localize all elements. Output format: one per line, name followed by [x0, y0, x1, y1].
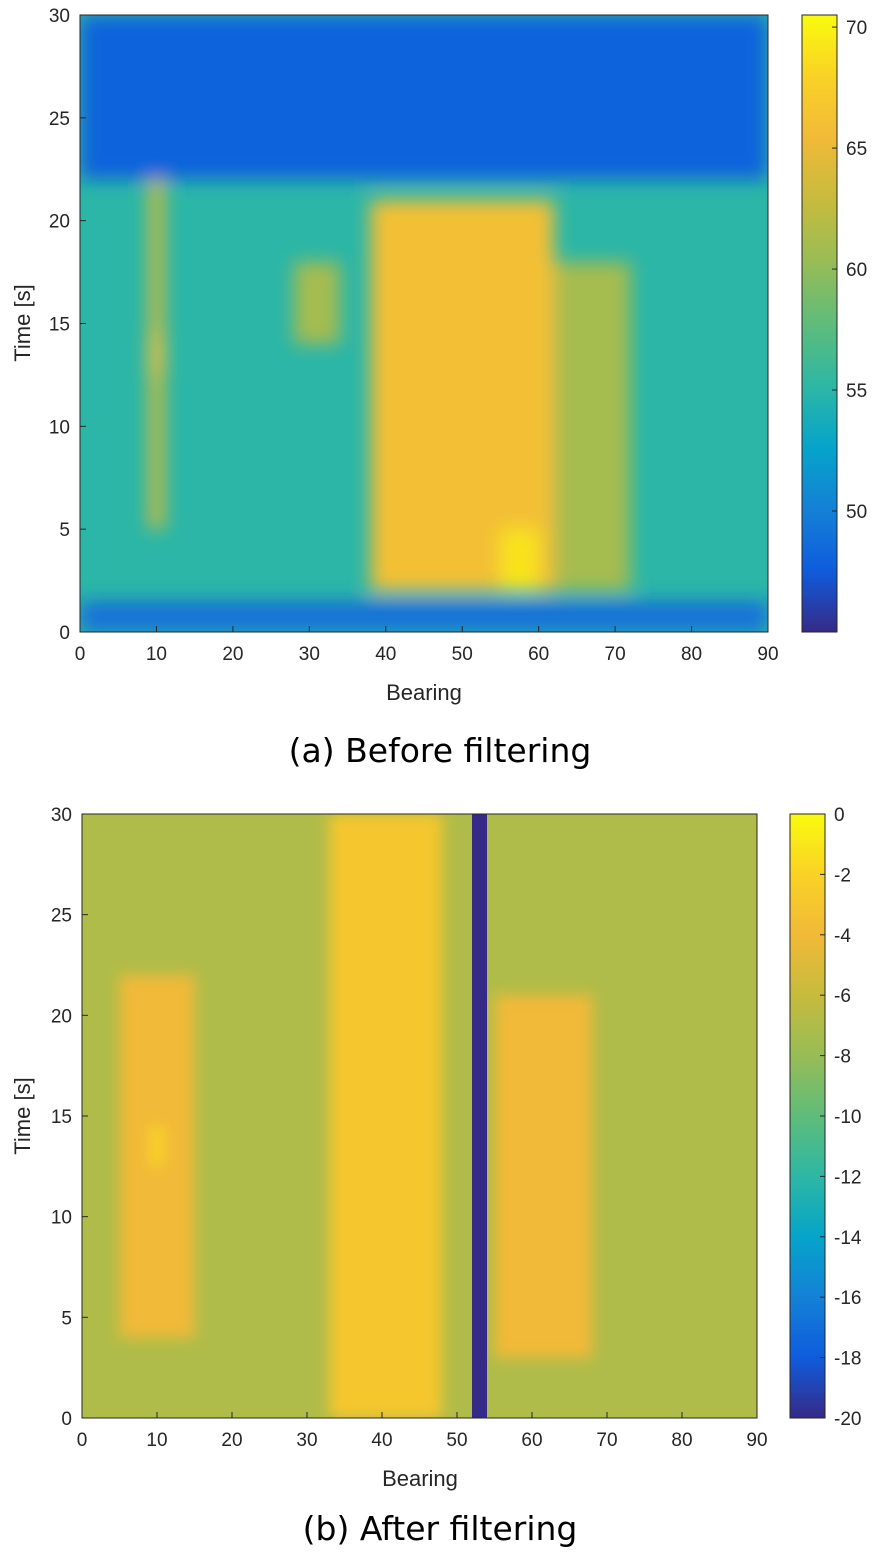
ytick-label: 20 [51, 1006, 72, 1027]
ytick-label: 25 [49, 109, 70, 130]
heatmap-features-a [80, 15, 768, 632]
colorbar-tick-label: -10 [834, 1107, 861, 1128]
xtick-label: 40 [371, 1430, 392, 1451]
yticks-b: 0 5 10 15 20 25 30 [51, 805, 88, 1430]
colorbar-tick-label: -18 [834, 1349, 861, 1370]
colorbar-gradient-b [789, 813, 826, 1419]
xtick-label: 40 [375, 644, 396, 665]
xticks-b: 0 10 20 30 40 50 60 70 80 90 [77, 1412, 768, 1451]
colorbar-tick-label: 70 [846, 18, 867, 39]
colorbar-a: 50 55 60 65 70 [801, 14, 867, 633]
xtick-label: 50 [446, 1430, 467, 1451]
ytick-label: 5 [61, 1308, 72, 1329]
heatmap-b [82, 814, 757, 1418]
colorbar-gradient-a [801, 14, 838, 633]
xtick-label: 0 [77, 1430, 88, 1451]
colorbar-tick-label: -16 [834, 1288, 861, 1309]
panel-a: 0 10 20 30 40 50 60 70 80 90 0 5 10 15 20 25 30 Bearing… [10, 6, 867, 770]
colorbar-tick-label: -6 [834, 986, 851, 1007]
colorbar-tick-label: -14 [834, 1228, 862, 1249]
ytick-label: 10 [49, 417, 70, 438]
xtick-label: 80 [671, 1430, 692, 1451]
colorbar-tick-label: -4 [834, 926, 851, 947]
xticks-a: 0 10 20 30 40 50 60 70 80 90 [75, 626, 779, 665]
xtick-label: 90 [746, 1430, 767, 1451]
xtick-label: 0 [75, 644, 86, 665]
colorbar-tick-label: -20 [834, 1409, 861, 1430]
heatmap-region-a-7 [294, 261, 340, 345]
heatmap-region-a-4 [553, 261, 631, 591]
heatmap-region-a-0 [80, 15, 768, 180]
xlabel-b: Bearing [382, 1466, 458, 1491]
yticks-a: 0 5 10 15 20 25 30 [49, 6, 86, 644]
ytick-label: 25 [51, 906, 72, 927]
heatmap-region-b-1 [472, 814, 487, 1418]
ytick-label: 5 [59, 520, 70, 541]
colorbar-ticks-a: 50 55 60 65 70 [832, 18, 867, 523]
ytick-label: 30 [51, 805, 72, 826]
xtick-label: 90 [757, 644, 778, 665]
heatmap-features-b [119, 814, 592, 1418]
ytick-label: 15 [49, 315, 70, 336]
xlabel-a: Bearing [386, 680, 462, 705]
panel-b: 0 10 20 30 40 50 60 70 80 90 0 5 10 15 20 25 30 Bearing… [10, 805, 862, 1548]
xtick-label: 30 [299, 644, 320, 665]
colorbar-b: 0 -2 -4 -6 -8 -10 -12 -14 -16 -18 -20 [789, 805, 862, 1430]
ytick-label: 0 [61, 1409, 72, 1430]
ylabel-b: Time [s] [10, 1077, 35, 1154]
ytick-label: 30 [49, 6, 70, 27]
xtick-label: 30 [296, 1430, 317, 1451]
heatmap-region-b-2 [494, 995, 592, 1358]
xtick-label: 60 [528, 644, 549, 665]
caption-a: (a) Before filtering [289, 731, 592, 770]
heatmap-region-b-0 [329, 814, 442, 1418]
colorbar-tick-label: -12 [834, 1167, 861, 1188]
xtick-label: 20 [222, 644, 243, 665]
xtick-label: 60 [521, 1430, 542, 1451]
colorbar-tick-label: -2 [834, 865, 851, 886]
colorbar-ticks-b: 0 -2 -4 -6 -8 -10 -12 -14 -16 -18 -20 [820, 805, 862, 1430]
ylabel-a: Time [s] [10, 284, 35, 361]
xtick-label: 80 [681, 644, 702, 665]
colorbar-tick-label: 65 [846, 139, 867, 160]
xtick-label: 70 [605, 644, 626, 665]
xtick-label: 10 [146, 1430, 167, 1451]
heatmap-region-a-6 [148, 333, 165, 375]
heatmap-region-b-4 [149, 1126, 165, 1167]
caption-b: (b) After filtering [303, 1509, 578, 1548]
ytick-label: 0 [59, 623, 70, 644]
xtick-label: 20 [221, 1430, 242, 1451]
colorbar-tick-label: 50 [846, 502, 867, 523]
ytick-label: 15 [51, 1107, 72, 1128]
colorbar-tick-label: -8 [834, 1047, 851, 1068]
xtick-label: 10 [146, 644, 167, 665]
colorbar-tick-label: 60 [846, 260, 867, 281]
colorbar-tick-label: 55 [846, 381, 867, 402]
colorbar-tick-label: 0 [834, 805, 845, 826]
ytick-label: 20 [49, 212, 70, 233]
heatmap-a [80, 15, 768, 632]
heatmap-region-a-1 [80, 601, 768, 632]
heatmap-region-a-2 [370, 200, 554, 591]
xtick-label: 50 [452, 644, 473, 665]
ytick-label: 10 [51, 1208, 72, 1229]
heatmap-region-a-3 [500, 529, 539, 591]
xtick-label: 70 [596, 1430, 617, 1451]
